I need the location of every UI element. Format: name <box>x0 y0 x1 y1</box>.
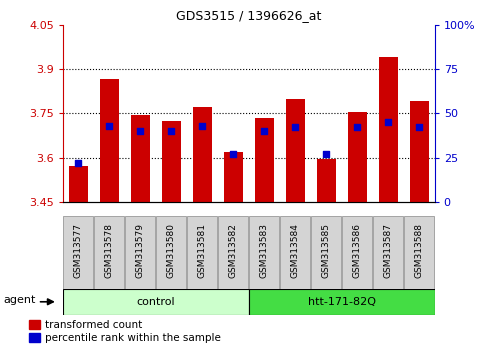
Point <box>74 160 82 166</box>
Point <box>199 123 206 129</box>
Bar <box>131 115 150 202</box>
Bar <box>63 216 93 289</box>
Bar <box>379 57 398 202</box>
Text: agent: agent <box>3 296 36 306</box>
Bar <box>224 152 242 202</box>
Text: GSM313580: GSM313580 <box>167 223 176 278</box>
Text: control: control <box>137 297 175 307</box>
Text: GSM313583: GSM313583 <box>260 223 269 278</box>
Point <box>384 119 392 125</box>
Bar <box>193 107 212 202</box>
Bar <box>249 216 279 289</box>
Text: GSM313587: GSM313587 <box>384 223 393 278</box>
Title: GDS3515 / 1396626_at: GDS3515 / 1396626_at <box>176 9 321 22</box>
Bar <box>404 216 434 289</box>
Bar <box>255 118 273 202</box>
Bar <box>162 121 181 202</box>
Legend: transformed count, percentile rank within the sample: transformed count, percentile rank withi… <box>29 320 221 343</box>
Bar <box>218 216 248 289</box>
Bar <box>342 216 372 289</box>
Point <box>229 151 237 157</box>
Text: htt-171-82Q: htt-171-82Q <box>308 297 376 307</box>
Point <box>136 128 144 134</box>
Point <box>415 125 423 130</box>
Text: GSM313586: GSM313586 <box>353 223 362 278</box>
Bar <box>286 98 304 202</box>
Point <box>260 128 268 134</box>
Bar <box>317 159 336 202</box>
Point <box>322 151 330 157</box>
Bar <box>249 289 435 315</box>
Text: GSM313588: GSM313588 <box>415 223 424 278</box>
Bar <box>312 216 341 289</box>
Text: GSM313579: GSM313579 <box>136 223 145 278</box>
Bar <box>156 216 186 289</box>
Bar <box>69 166 87 202</box>
Bar <box>126 216 155 289</box>
Point <box>291 125 299 130</box>
Bar <box>94 216 124 289</box>
Bar <box>410 102 428 202</box>
Text: GSM313584: GSM313584 <box>291 223 300 278</box>
Point <box>105 123 113 129</box>
Bar <box>373 216 403 289</box>
Text: GSM313582: GSM313582 <box>229 223 238 278</box>
Bar <box>187 216 217 289</box>
Bar <box>280 216 310 289</box>
Bar <box>348 112 367 202</box>
Text: GSM313585: GSM313585 <box>322 223 331 278</box>
Bar <box>63 289 249 315</box>
Text: GSM313577: GSM313577 <box>74 223 83 278</box>
Point <box>168 128 175 134</box>
Point <box>354 125 361 130</box>
Text: GSM313578: GSM313578 <box>105 223 114 278</box>
Text: GSM313581: GSM313581 <box>198 223 207 278</box>
Bar <box>100 79 118 202</box>
